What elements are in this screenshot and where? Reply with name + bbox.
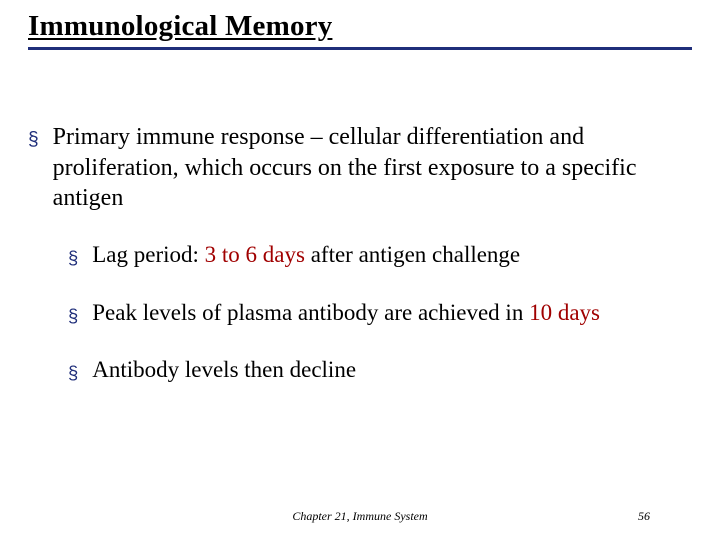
main-bullet: § Primary immune response – cellular diff… bbox=[28, 122, 692, 214]
bullet-text: Antibody levels then decline bbox=[92, 355, 692, 384]
bullet-marker-icon: § bbox=[68, 361, 78, 385]
footer-chapter: Chapter 21, Immune System bbox=[292, 509, 427, 524]
bullet-text: Lag period: 3 to 6 days after antigen ch… bbox=[92, 240, 692, 269]
title-underline-bar: Immunological Memory bbox=[28, 10, 692, 50]
bullet-list: § Primary immune response – cellular diff… bbox=[28, 122, 692, 385]
sub-bullet: § Antibody levels then decline bbox=[68, 355, 692, 385]
footer-page-number: 56 bbox=[638, 509, 650, 524]
bullet-marker-icon: § bbox=[28, 128, 39, 153]
sub-bullet: § Peak levels of plasma antibody are achi… bbox=[68, 298, 692, 328]
bullet-marker-icon: § bbox=[68, 304, 78, 328]
bullet-text: Peak levels of plasma antibody are achie… bbox=[92, 298, 692, 327]
bullet-marker-icon: § bbox=[68, 246, 78, 270]
bullet-text: Primary immune response – cellular diffe… bbox=[53, 122, 692, 214]
slide: Immunological Memory § Primary immune res… bbox=[0, 0, 720, 540]
sub-bullet: § Lag period: 3 to 6 days after antigen c… bbox=[68, 240, 692, 270]
page-title: Immunological Memory bbox=[28, 10, 692, 43]
